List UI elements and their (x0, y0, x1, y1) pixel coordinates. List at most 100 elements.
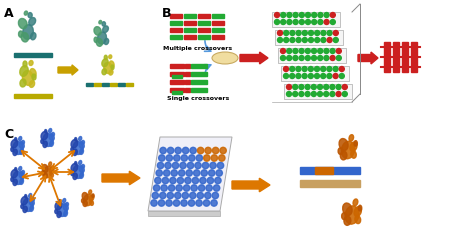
Ellipse shape (11, 147, 14, 152)
Circle shape (333, 38, 338, 43)
Bar (170, 88, 184, 92)
Ellipse shape (354, 206, 362, 216)
Circle shape (311, 56, 317, 60)
Circle shape (330, 84, 335, 89)
Circle shape (183, 185, 190, 191)
Circle shape (195, 162, 201, 169)
FancyArrow shape (240, 52, 268, 64)
Circle shape (281, 48, 285, 54)
Ellipse shape (339, 138, 348, 150)
Circle shape (181, 155, 188, 161)
FancyArrow shape (232, 178, 270, 192)
Circle shape (199, 185, 205, 191)
Circle shape (217, 162, 224, 169)
Circle shape (293, 92, 298, 96)
Circle shape (327, 38, 332, 43)
Circle shape (311, 84, 316, 89)
Circle shape (216, 170, 222, 176)
Bar (110, 82, 117, 86)
Ellipse shape (18, 136, 22, 141)
Circle shape (176, 185, 182, 191)
Circle shape (277, 38, 283, 43)
Circle shape (189, 155, 195, 161)
Ellipse shape (15, 138, 17, 141)
Ellipse shape (109, 55, 112, 58)
Circle shape (336, 84, 341, 89)
Circle shape (167, 192, 173, 199)
Ellipse shape (102, 22, 106, 26)
Circle shape (339, 66, 344, 71)
Circle shape (290, 30, 295, 36)
Ellipse shape (73, 173, 77, 180)
Ellipse shape (28, 194, 32, 198)
Bar (14, 94, 52, 98)
Circle shape (299, 12, 304, 18)
Ellipse shape (18, 31, 23, 37)
Circle shape (293, 84, 298, 89)
Ellipse shape (57, 211, 61, 218)
Ellipse shape (19, 172, 24, 178)
Circle shape (305, 92, 310, 96)
Circle shape (324, 84, 328, 89)
Circle shape (299, 48, 304, 54)
Ellipse shape (50, 172, 54, 178)
Circle shape (173, 200, 180, 206)
Bar (102, 82, 109, 86)
Circle shape (318, 20, 323, 24)
Circle shape (330, 56, 335, 60)
Circle shape (299, 84, 304, 89)
Circle shape (281, 56, 285, 60)
Ellipse shape (353, 199, 358, 206)
Bar (94, 82, 101, 86)
FancyBboxPatch shape (278, 48, 346, 63)
Bar (191, 88, 207, 92)
Circle shape (284, 30, 289, 36)
Ellipse shape (13, 172, 23, 184)
Circle shape (167, 147, 174, 154)
Circle shape (315, 38, 319, 43)
Ellipse shape (75, 138, 77, 141)
Circle shape (281, 12, 286, 18)
Ellipse shape (22, 140, 25, 144)
Bar (185, 72, 190, 76)
Ellipse shape (99, 20, 101, 24)
Circle shape (296, 30, 301, 36)
Circle shape (192, 177, 199, 184)
Ellipse shape (109, 70, 113, 75)
Ellipse shape (342, 213, 346, 220)
Circle shape (180, 162, 186, 169)
Circle shape (318, 48, 323, 54)
Circle shape (182, 192, 189, 199)
Circle shape (315, 74, 319, 78)
Ellipse shape (49, 167, 54, 173)
Circle shape (324, 56, 329, 60)
Text: B: B (162, 7, 172, 20)
Circle shape (193, 170, 200, 176)
Circle shape (188, 200, 195, 206)
Circle shape (207, 177, 214, 184)
Circle shape (342, 92, 347, 96)
Circle shape (220, 147, 226, 154)
Circle shape (191, 185, 197, 191)
Ellipse shape (29, 60, 33, 66)
Circle shape (324, 48, 329, 54)
Circle shape (274, 20, 280, 24)
Circle shape (190, 192, 196, 199)
Circle shape (286, 84, 292, 89)
Circle shape (308, 74, 313, 78)
Circle shape (197, 147, 204, 154)
Circle shape (287, 56, 292, 60)
Circle shape (327, 30, 332, 36)
Bar (184, 35, 196, 39)
Bar (191, 64, 207, 68)
Circle shape (290, 74, 295, 78)
Ellipse shape (79, 160, 82, 165)
Bar (411, 42, 417, 72)
Polygon shape (148, 137, 232, 211)
FancyArrow shape (58, 65, 78, 75)
FancyArrow shape (102, 171, 140, 185)
Ellipse shape (49, 128, 52, 133)
Circle shape (296, 38, 301, 43)
Ellipse shape (30, 32, 36, 40)
Circle shape (151, 200, 157, 206)
